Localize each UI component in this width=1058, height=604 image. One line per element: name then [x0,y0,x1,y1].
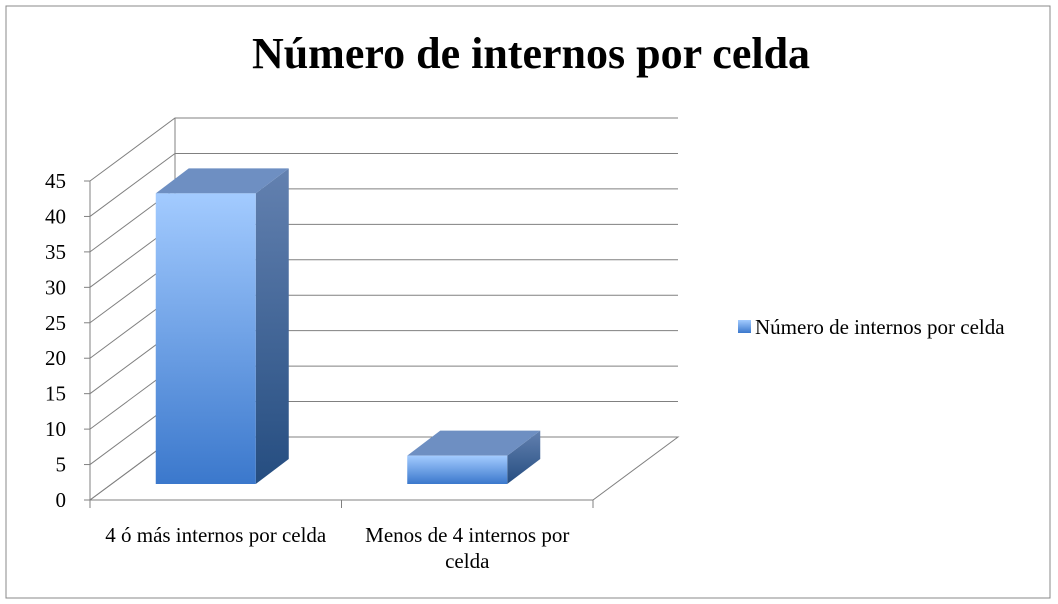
y-tick-label: 25 [45,311,66,335]
grid-line [89,117,678,182]
y-tick-label: 30 [45,275,66,299]
x-tick-label: 4 ó más internos por celda [105,523,327,547]
grid-line [89,152,678,217]
bar-top [155,168,289,194]
legend-label: Número de internos por celda [755,315,1005,339]
y-tick-label: 20 [45,346,66,370]
y-tick-label: 35 [45,240,66,264]
bar-side [507,430,541,484]
bar-side [255,168,289,484]
y-tick-label: 40 [45,204,66,228]
x-tick-label: Menos de 4 internos por celda [365,523,570,573]
legend-swatch [738,320,751,333]
bar [155,193,256,484]
y-tick-label: 5 [56,453,67,477]
y-tick-label: 0 [56,488,67,512]
y-tick-label: 45 [45,169,66,193]
bar [407,455,508,484]
chart-title: Número de internos por celda [252,29,810,78]
y-tick-label: 10 [45,417,66,441]
bar-top [407,430,541,456]
y-tick-label: 15 [45,382,66,406]
